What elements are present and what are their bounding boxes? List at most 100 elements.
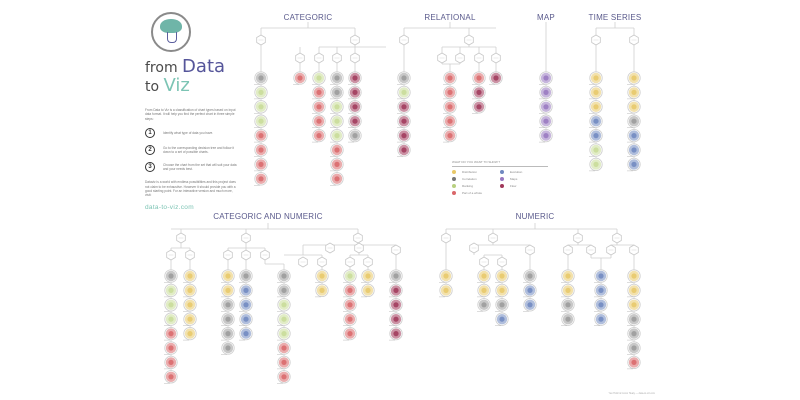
chart-icon-distribution[interactable] [439, 283, 453, 298]
chart-icon-part-of-whole[interactable] [330, 143, 344, 157]
chart-icon-part-of-whole[interactable] [343, 283, 357, 298]
chart-icon-distribution[interactable] [183, 269, 197, 283]
chart-icon-ranking[interactable] [164, 312, 178, 326]
chart-icon-distribution[interactable] [221, 269, 235, 283]
chart-icon-correlation[interactable] [277, 269, 291, 283]
chart-icon-flow[interactable] [348, 100, 362, 114]
chart-icon-correlation[interactable] [627, 114, 641, 128]
chart-icon-distribution[interactable] [627, 71, 641, 85]
chart-icon-part-of-whole[interactable] [277, 370, 291, 384]
chart-icon-ranking[interactable] [343, 269, 357, 283]
chart-icon-flow[interactable] [397, 143, 411, 157]
chart-icon-part-of-whole[interactable] [164, 341, 178, 355]
chart-icon-ranking[interactable] [277, 312, 291, 326]
chart-icon-distribution[interactable] [627, 85, 641, 100]
chart-icon-evolution[interactable] [589, 114, 603, 128]
chart-icon-evolution[interactable] [589, 128, 603, 143]
chart-icon-ranking[interactable] [164, 283, 178, 298]
chart-icon-correlation[interactable] [561, 312, 575, 326]
chart-icon-correlation[interactable] [348, 128, 362, 143]
chart-icon-flow[interactable] [389, 312, 403, 326]
chart-icon-flow[interactable] [348, 71, 362, 85]
chart-icon-part-of-whole[interactable] [443, 114, 457, 128]
chart-icon-ranking[interactable] [254, 114, 268, 128]
chart-icon-distribution[interactable] [221, 283, 235, 298]
chart-icon-evolution[interactable] [594, 312, 608, 326]
chart-icon-distribution[interactable] [183, 283, 197, 298]
chart-icon-ranking[interactable] [254, 100, 268, 114]
chart-icon-part-of-whole[interactable] [312, 100, 326, 114]
chart-icon-correlation[interactable] [627, 326, 641, 341]
chart-icon-evolution[interactable] [239, 326, 253, 341]
chart-icon-ranking[interactable] [589, 157, 603, 172]
chart-icon-distribution[interactable] [439, 269, 453, 283]
chart-icon-flow[interactable] [397, 114, 411, 128]
chart-icon-maps[interactable] [539, 114, 553, 128]
chart-icon-flow[interactable] [348, 85, 362, 100]
chart-icon-ranking[interactable] [589, 143, 603, 157]
chart-icon-correlation[interactable] [277, 283, 291, 298]
chart-icon-evolution[interactable] [523, 298, 537, 312]
chart-icon-part-of-whole[interactable] [330, 172, 344, 186]
chart-icon-flow[interactable] [489, 71, 503, 85]
chart-icon-flow[interactable] [389, 298, 403, 312]
chart-icon-ranking[interactable] [277, 298, 291, 312]
chart-icon-correlation[interactable] [254, 71, 268, 85]
chart-icon-distribution[interactable] [183, 312, 197, 326]
chart-icon-part-of-whole[interactable] [443, 100, 457, 114]
chart-icon-correlation[interactable] [627, 312, 641, 326]
chart-icon-part-of-whole[interactable] [312, 128, 326, 143]
chart-icon-part-of-whole[interactable] [277, 341, 291, 355]
chart-icon-part-of-whole[interactable] [254, 128, 268, 143]
chart-icon-part-of-whole[interactable] [343, 298, 357, 312]
chart-icon-distribution[interactable] [477, 269, 491, 283]
chart-icon-correlation[interactable] [239, 269, 253, 283]
chart-icon-distribution[interactable] [315, 269, 329, 283]
chart-icon-part-of-whole[interactable] [164, 355, 178, 370]
chart-icon-part-of-whole[interactable] [343, 326, 357, 341]
chart-icon-correlation[interactable] [495, 298, 509, 312]
chart-icon-ranking[interactable] [164, 298, 178, 312]
chart-icon-distribution[interactable] [495, 269, 509, 283]
chart-icon-evolution[interactable] [495, 312, 509, 326]
chart-icon-distribution[interactable] [627, 283, 641, 298]
chart-icon-correlation[interactable] [389, 269, 403, 283]
chart-icon-part-of-whole[interactable] [472, 71, 486, 85]
chart-icon-ranking[interactable] [330, 114, 344, 128]
chart-icon-maps[interactable] [539, 128, 553, 143]
chart-icon-flow[interactable] [472, 100, 486, 114]
chart-icon-part-of-whole[interactable] [254, 143, 268, 157]
chart-icon-distribution[interactable] [183, 326, 197, 341]
chart-icon-correlation[interactable] [221, 298, 235, 312]
chart-icon-distribution[interactable] [627, 269, 641, 283]
chart-icon-correlation[interactable] [330, 85, 344, 100]
chart-icon-part-of-whole[interactable] [277, 355, 291, 370]
chart-icon-distribution[interactable] [315, 283, 329, 298]
chart-icon-part-of-whole[interactable] [443, 128, 457, 143]
chart-icon-distribution[interactable] [589, 71, 603, 85]
chart-icon-maps[interactable] [539, 71, 553, 85]
chart-icon-distribution[interactable] [561, 283, 575, 298]
chart-icon-distribution[interactable] [495, 283, 509, 298]
chart-icon-ranking[interactable] [330, 100, 344, 114]
chart-icon-part-of-whole[interactable] [312, 85, 326, 100]
chart-icon-correlation[interactable] [523, 269, 537, 283]
chart-icon-correlation[interactable] [397, 71, 411, 85]
chart-icon-evolution[interactable] [594, 298, 608, 312]
chart-icon-distribution[interactable] [589, 100, 603, 114]
chart-icon-correlation[interactable] [561, 298, 575, 312]
chart-icon-flow[interactable] [472, 85, 486, 100]
chart-icon-evolution[interactable] [594, 269, 608, 283]
chart-icon-flow[interactable] [397, 128, 411, 143]
chart-icon-part-of-whole[interactable] [254, 157, 268, 172]
chart-icon-part-of-whole[interactable] [164, 326, 178, 341]
chart-icon-part-of-whole[interactable] [627, 355, 641, 370]
chart-icon-distribution[interactable] [477, 283, 491, 298]
chart-icon-correlation[interactable] [221, 341, 235, 355]
chart-icon-part-of-whole[interactable] [293, 71, 307, 85]
site-link[interactable]: data-to-viz.com [145, 203, 194, 211]
chart-icon-evolution[interactable] [239, 298, 253, 312]
chart-icon-ranking[interactable] [397, 85, 411, 100]
chart-icon-distribution[interactable] [589, 85, 603, 100]
chart-icon-distribution[interactable] [361, 283, 375, 298]
